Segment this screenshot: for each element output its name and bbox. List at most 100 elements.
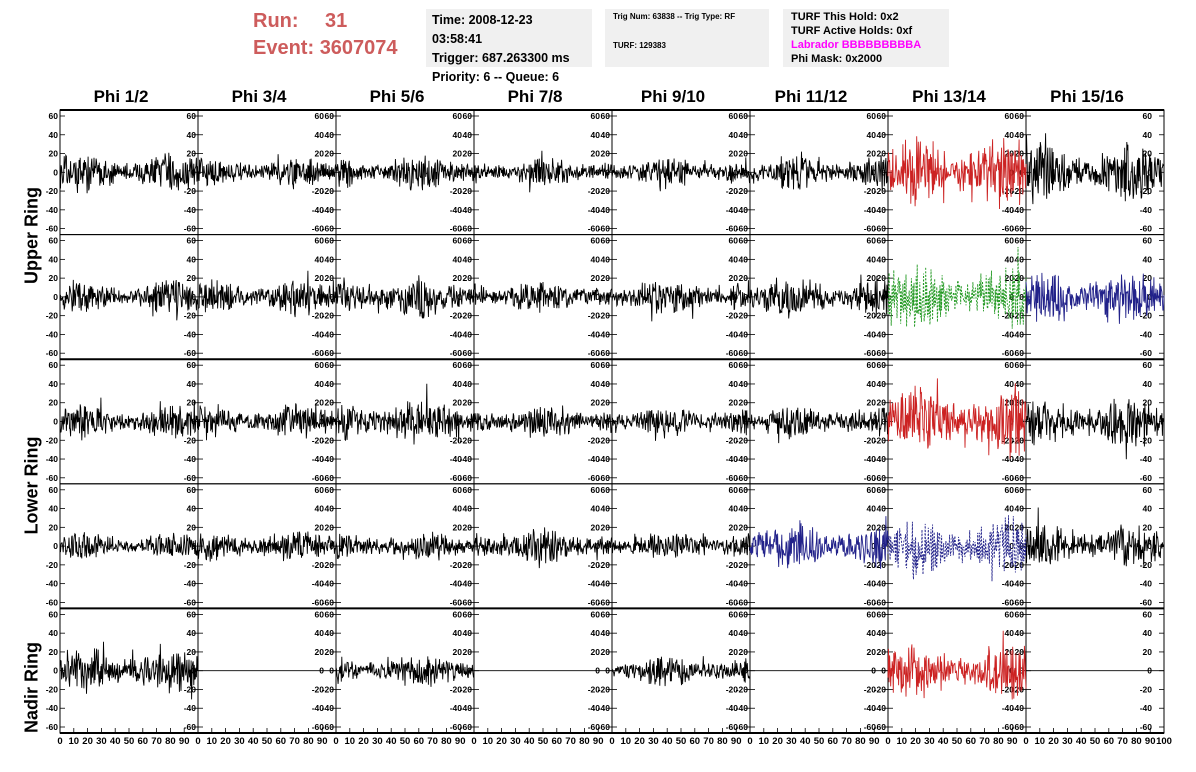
y-tick-label: 40 (463, 379, 473, 389)
y-tick-label: 60 (877, 360, 887, 370)
y-tick-label: 40 (49, 504, 59, 514)
y-tick-label-right: -60 (312, 348, 325, 358)
x-tick-label: 50 (814, 736, 825, 747)
y-tick-label-right: 20 (1005, 149, 1015, 159)
y-tick-label: 60 (877, 236, 887, 246)
waveform-trace-r2-c3 (473, 405, 613, 438)
x-tick-label: 70 (289, 736, 300, 747)
x-tick-label: 70 (979, 736, 990, 747)
y-tick-label: -60 (460, 348, 473, 358)
x-tick-label: 60 (414, 736, 425, 747)
y-tick-label: -20 (460, 186, 473, 196)
y-tick-label: -60 (460, 597, 473, 607)
y-tick-label: -40 (322, 329, 335, 339)
y-tick-label-right: 20 (1005, 522, 1015, 532)
x-tick-label: 30 (510, 736, 521, 747)
y-tick-label: 40 (601, 254, 611, 264)
y-tick-label: 40 (601, 379, 611, 389)
y-tick-label-right: -20 (588, 311, 601, 321)
x-tick-label: 70 (841, 736, 852, 747)
y-tick-label-right: 40 (729, 379, 739, 389)
y-tick-label-right: 40 (453, 254, 463, 264)
y-tick-label: -60 (46, 473, 59, 483)
x-tick-label: 70 (565, 736, 576, 747)
y-tick-label: 40 (739, 379, 749, 389)
x-tick-label: 50 (538, 736, 549, 747)
x-tick-label: 40 (800, 736, 811, 747)
column-title-phi-1-2: Phi 1/2 (93, 87, 149, 106)
y-tick-label-right: 40 (1143, 130, 1153, 140)
y-tick-label: 20 (463, 398, 473, 408)
y-tick-label-right: 0 (1147, 541, 1152, 551)
y-tick-label: -20 (736, 311, 749, 321)
y-tick-label: 20 (739, 149, 749, 159)
y-tick-label: 20 (601, 273, 611, 283)
waveform-trace-r4-c6 (887, 630, 1027, 700)
y-tick-label: -40 (874, 329, 887, 339)
y-tick-label: -60 (322, 348, 335, 358)
y-tick-label: 0 (53, 666, 58, 676)
y-tick-label: -40 (1012, 205, 1025, 215)
y-tick-label: -60 (736, 473, 749, 483)
y-tick-label: -20 (460, 684, 473, 694)
column-title-phi-13-14: Phi 13/14 (912, 87, 986, 106)
y-tick-label: 60 (187, 609, 197, 619)
y-tick-label-right: -40 (1002, 454, 1015, 464)
y-tick-label: 20 (463, 522, 473, 532)
y-tick-label: -40 (874, 205, 887, 215)
y-tick-label-right: -20 (1140, 435, 1153, 445)
y-tick-label: 20 (325, 522, 335, 532)
x-tick-label: 90 (593, 736, 604, 747)
y-tick-label: 20 (187, 398, 197, 408)
y-tick-label: 40 (463, 628, 473, 638)
y-tick-label-right: -60 (726, 224, 739, 234)
y-tick-label-right: 20 (1143, 273, 1153, 283)
y-tick-label-right: -40 (312, 329, 325, 339)
y-tick-label-right: -40 (312, 703, 325, 713)
y-tick-label-right: -60 (1140, 224, 1153, 234)
y-tick-label: 60 (877, 609, 887, 619)
y-tick-label-right: 20 (867, 647, 877, 657)
y-tick-label-right: -40 (726, 205, 739, 215)
y-tick-label: 0 (1019, 292, 1024, 302)
y-tick-label-right: -20 (312, 684, 325, 694)
y-tick-label: -20 (460, 435, 473, 445)
y-tick-label-right: -60 (450, 224, 463, 234)
y-tick-label: -60 (1012, 224, 1025, 234)
y-tick-label-right: -20 (450, 311, 463, 321)
y-tick-label-right: -60 (726, 597, 739, 607)
y-tick-label: -40 (874, 703, 887, 713)
waveform-trace-r2-c7 (1025, 398, 1165, 460)
y-tick-label: 60 (739, 485, 749, 495)
y-tick-label-right: -40 (1140, 579, 1153, 589)
y-tick-label: 60 (325, 609, 335, 619)
y-tick-label: 60 (463, 485, 473, 495)
y-tick-label-right: 40 (591, 130, 601, 140)
y-tick-label-right: 60 (867, 485, 877, 495)
y-tick-label: -40 (184, 205, 197, 215)
y-tick-label: 0 (53, 292, 58, 302)
y-tick-label-right: -40 (450, 703, 463, 713)
x-tick-label: 20 (220, 736, 231, 747)
y-tick-label-right: -20 (450, 435, 463, 445)
y-tick-label-right: 40 (729, 254, 739, 264)
y-tick-label: -60 (460, 722, 473, 732)
y-tick-label-right: 60 (867, 236, 877, 246)
waveform-trace-r1-c1 (197, 270, 337, 318)
y-tick-label-right: 20 (1143, 522, 1153, 532)
y-tick-label: -20 (874, 435, 887, 445)
y-tick-label-right: -20 (864, 311, 877, 321)
y-tick-label-right: -60 (588, 722, 601, 732)
turf-hold-text: TURF This Hold: 0x2 (791, 11, 899, 23)
y-tick-label: -20 (322, 560, 335, 570)
y-tick-label-right: 0 (871, 541, 876, 551)
waveform-trace-r4-c2 (335, 656, 475, 687)
turf-text: TURF: 129383 (613, 41, 666, 50)
x-tick-label: 0 (195, 736, 200, 747)
y-tick-label: 20 (601, 647, 611, 657)
y-tick-label: 20 (1015, 647, 1025, 657)
x-tick-label: 0 (609, 736, 614, 747)
x-tick-label: 40 (662, 736, 673, 747)
x-tick-label: 0 (747, 736, 752, 747)
